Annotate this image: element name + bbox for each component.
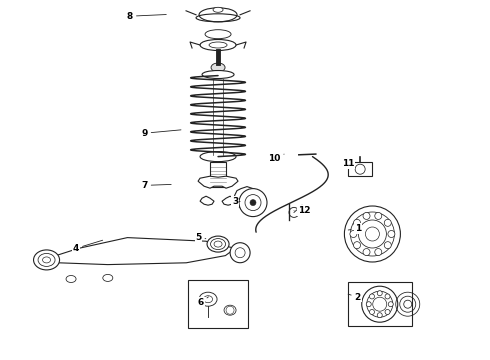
Circle shape bbox=[363, 248, 370, 256]
Circle shape bbox=[385, 310, 390, 315]
Circle shape bbox=[353, 242, 361, 249]
Bar bbox=[210, 162, 226, 187]
Text: 10: 10 bbox=[268, 154, 284, 163]
Polygon shape bbox=[233, 186, 263, 215]
Polygon shape bbox=[198, 176, 238, 188]
Ellipse shape bbox=[207, 236, 229, 252]
Text: 2: 2 bbox=[348, 292, 361, 302]
Circle shape bbox=[369, 310, 374, 315]
Ellipse shape bbox=[66, 275, 76, 283]
Ellipse shape bbox=[33, 250, 60, 270]
Text: 9: 9 bbox=[141, 129, 181, 138]
Ellipse shape bbox=[202, 71, 234, 78]
Circle shape bbox=[366, 302, 371, 307]
Ellipse shape bbox=[211, 63, 225, 72]
Bar bbox=[348, 282, 412, 326]
Ellipse shape bbox=[213, 7, 223, 12]
Circle shape bbox=[385, 294, 390, 299]
Text: 12: 12 bbox=[294, 206, 310, 215]
Text: 11: 11 bbox=[342, 159, 354, 168]
Circle shape bbox=[363, 212, 370, 220]
Circle shape bbox=[239, 189, 267, 217]
Circle shape bbox=[375, 212, 382, 220]
Bar bbox=[348, 162, 372, 176]
Circle shape bbox=[388, 302, 393, 307]
Polygon shape bbox=[39, 238, 235, 265]
Text: 5: 5 bbox=[196, 233, 206, 242]
Text: 3: 3 bbox=[232, 197, 240, 206]
Circle shape bbox=[375, 248, 382, 256]
Text: 8: 8 bbox=[127, 12, 166, 21]
Text: 7: 7 bbox=[141, 181, 171, 190]
Ellipse shape bbox=[103, 274, 113, 282]
Circle shape bbox=[230, 243, 250, 263]
Polygon shape bbox=[222, 196, 236, 205]
Circle shape bbox=[250, 199, 256, 206]
Bar bbox=[188, 280, 248, 328]
Circle shape bbox=[377, 291, 382, 296]
Circle shape bbox=[369, 294, 374, 299]
Circle shape bbox=[384, 242, 392, 249]
Circle shape bbox=[350, 230, 357, 238]
Circle shape bbox=[377, 313, 382, 318]
Ellipse shape bbox=[200, 40, 236, 50]
Circle shape bbox=[353, 219, 361, 226]
Text: 1: 1 bbox=[348, 224, 361, 233]
Text: 4: 4 bbox=[73, 240, 103, 253]
Polygon shape bbox=[200, 196, 214, 205]
Text: 6: 6 bbox=[198, 297, 208, 307]
Circle shape bbox=[384, 219, 392, 226]
Circle shape bbox=[388, 230, 395, 238]
Ellipse shape bbox=[200, 152, 236, 162]
